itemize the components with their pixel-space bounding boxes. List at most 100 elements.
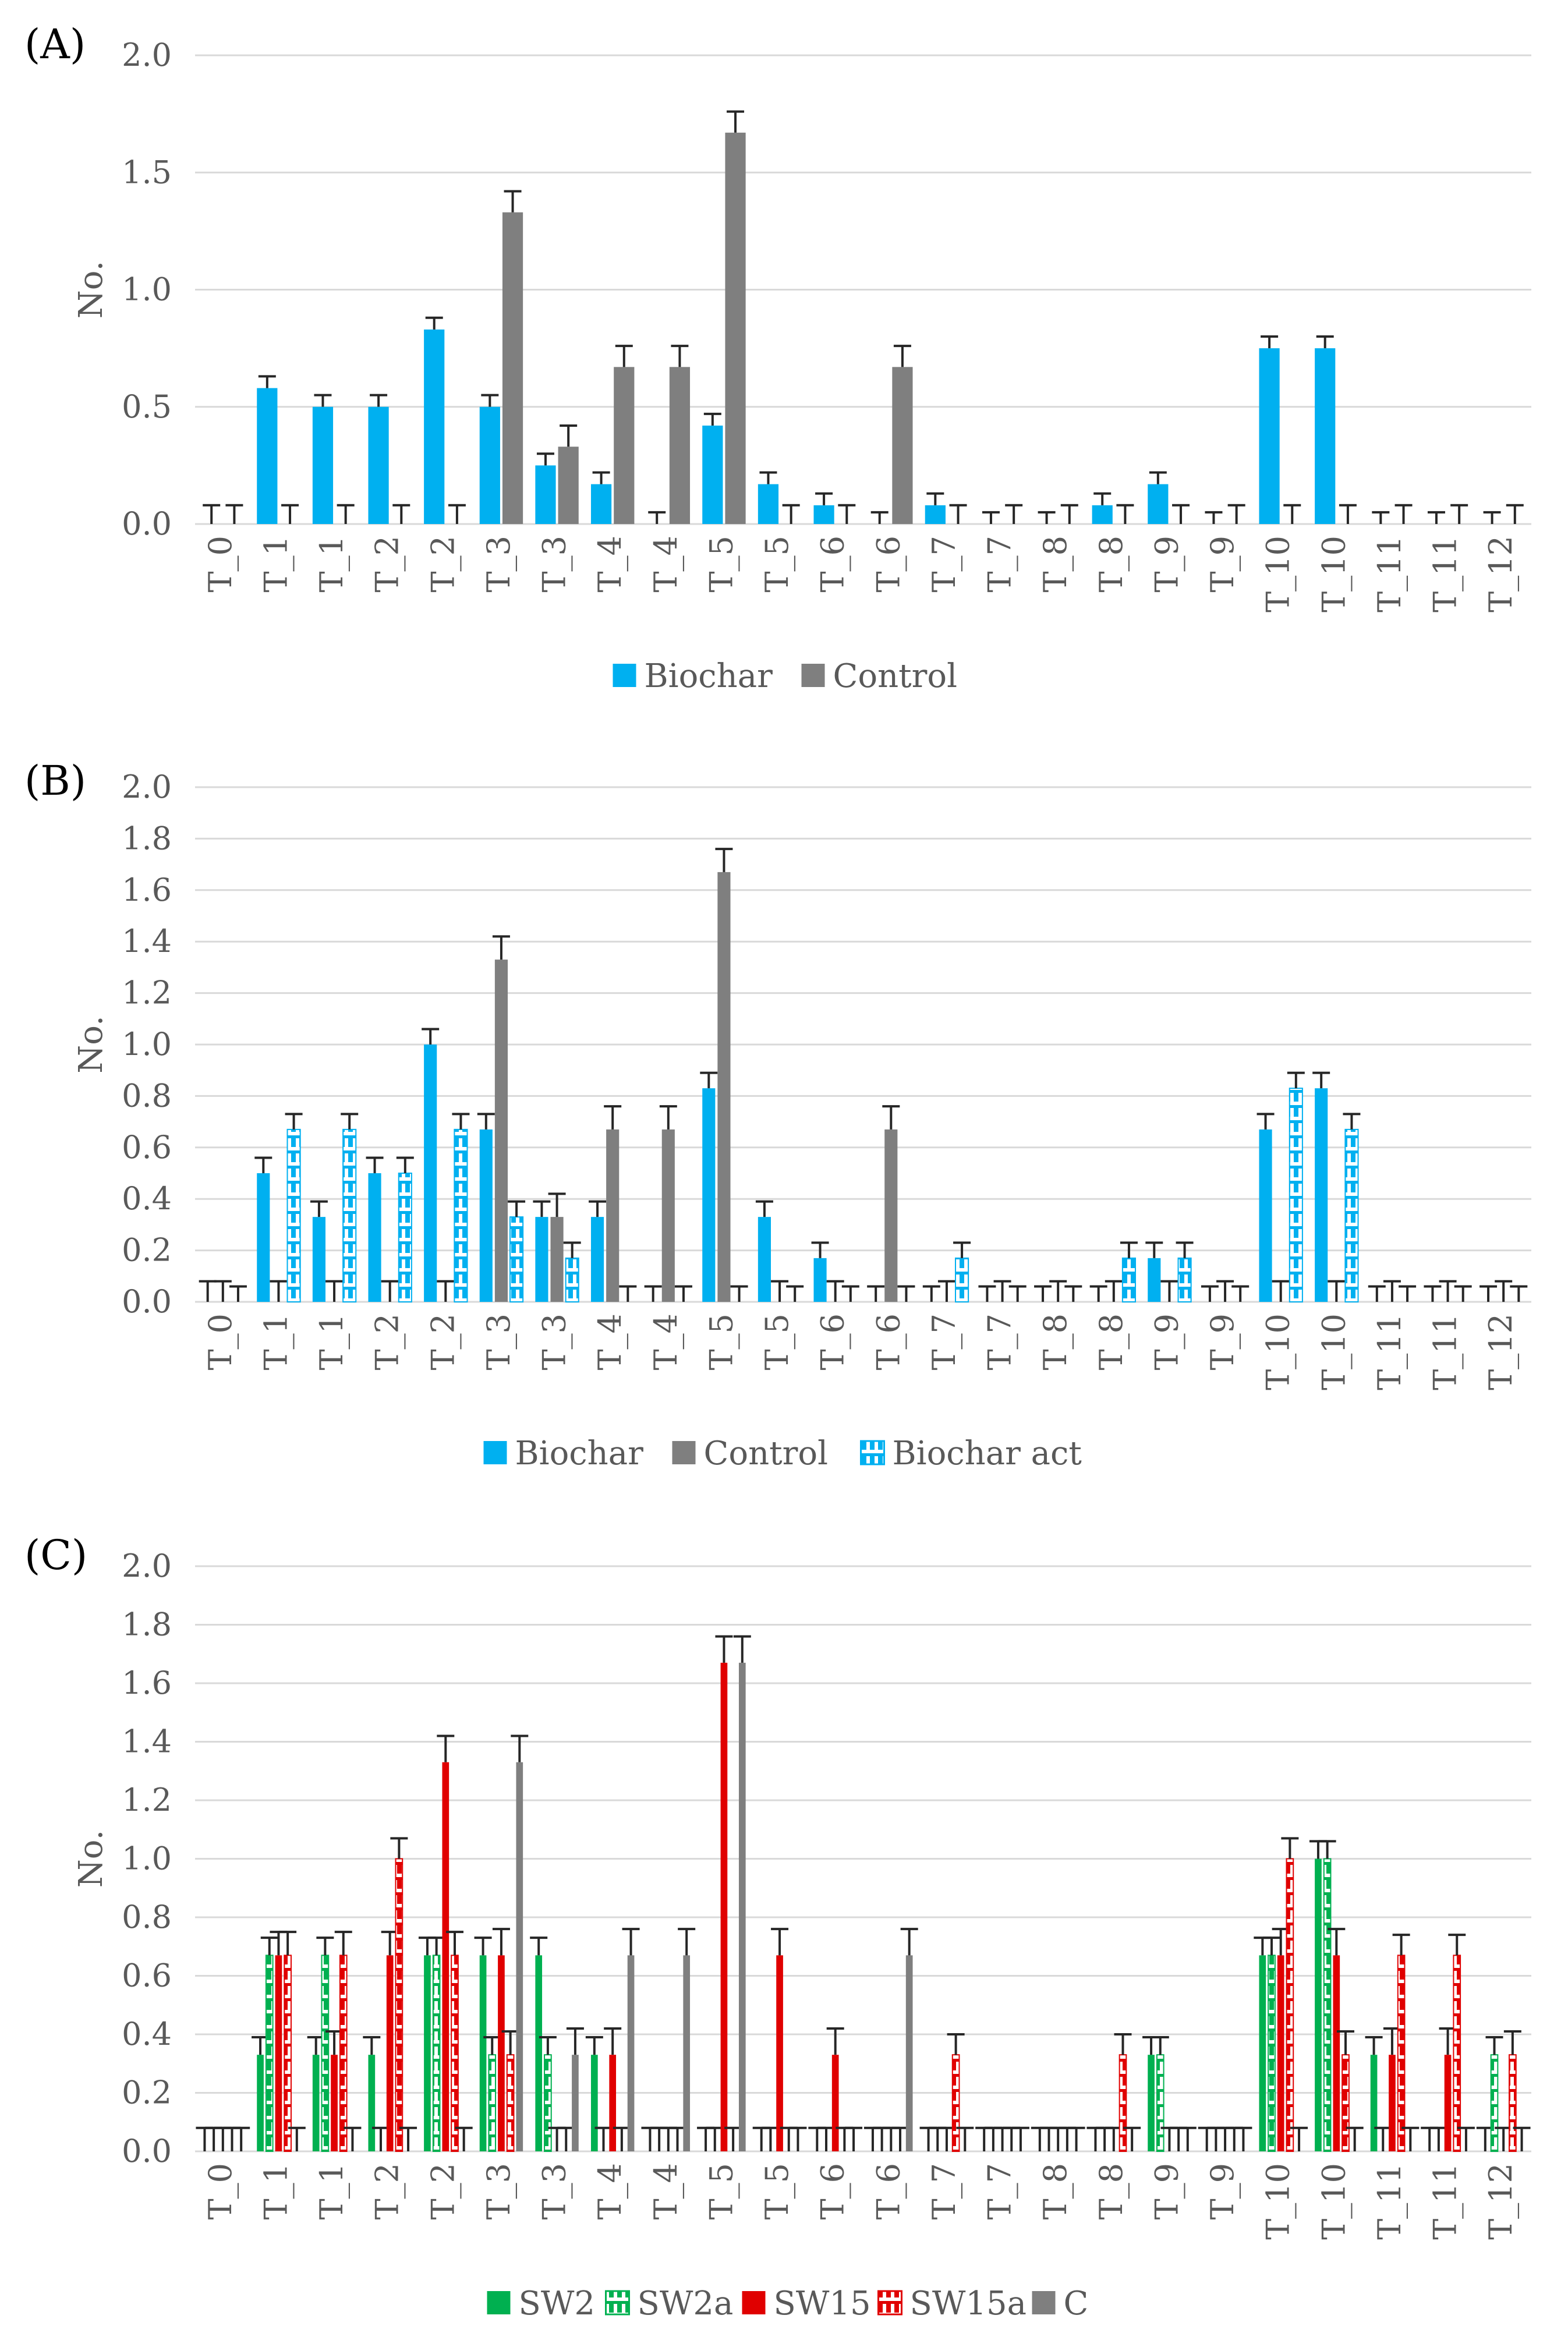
y-tick-label: 1.2 <box>122 975 172 1011</box>
x-tick-label: T_10 <box>1315 2163 1352 2240</box>
x-tick-label: T_11 <box>1371 2163 1408 2240</box>
error-bar <box>325 1280 344 1302</box>
bar-sw2a-t-10 <box>1323 1858 1332 2152</box>
x-tick-label: T_9 <box>1148 536 1185 592</box>
bar-c-t-4 <box>683 1955 691 2151</box>
error-bar <box>1116 504 1134 524</box>
y-tick-label: 1.0 <box>122 271 172 308</box>
error-bar <box>316 1937 334 1956</box>
error-bar <box>1227 504 1245 524</box>
x-tick-label: T_10 <box>1315 536 1352 613</box>
bar-biochar-t-2 <box>424 329 445 524</box>
error-bar <box>1365 2036 1383 2055</box>
x-tick-label: T_8 <box>1093 1314 1130 1370</box>
error-bar <box>811 1241 829 1258</box>
y-tick-label: 0.2 <box>122 1232 172 1269</box>
bar-sw15-t-10 <box>1333 1955 1340 2151</box>
x-tick-label: T_3 <box>536 536 573 592</box>
error-bar <box>1225 2126 1243 2151</box>
error-bar <box>700 1071 718 1089</box>
legend-item-control: Control <box>801 657 958 695</box>
error-bar <box>826 1280 844 1302</box>
error-bar <box>752 2126 770 2151</box>
error-bar <box>425 316 443 330</box>
x-tick-label: T_5 <box>703 536 739 592</box>
bar-biochar-act-t-9 <box>1177 1257 1192 1303</box>
bar-biochar-t-3 <box>479 406 500 524</box>
error-bar <box>650 2126 668 2151</box>
x-tick-label: T_7 <box>982 2163 1018 2219</box>
x-tick-label: T_8 <box>1093 2163 1130 2219</box>
bar-sw15a-t-3 <box>506 2054 515 2153</box>
x-tick-label: T_10 <box>1260 1314 1297 1390</box>
error-bar <box>1485 2036 1503 2055</box>
bar-sw2a-t-10 <box>1268 1955 1276 2152</box>
error-bar <box>1309 1840 1327 1859</box>
x-tick-label: T_8 <box>1037 1314 1074 1370</box>
legend: SW2 SW2a SW15 SW15a C <box>487 2285 1088 2323</box>
bar-biochar-act-t-1 <box>342 1128 357 1302</box>
error-bar <box>1312 1071 1330 1089</box>
bar-c-t-3 <box>572 2055 579 2151</box>
bar-biochar-t-2 <box>424 1045 437 1302</box>
error-bar <box>730 1285 748 1302</box>
x-tick-label: T_9 <box>1148 2163 1185 2219</box>
error-bar <box>1254 1937 1272 1956</box>
error-bar <box>223 2126 241 2151</box>
legend-swatch <box>877 2290 902 2316</box>
error-bar <box>993 2126 1011 2151</box>
x-tick-label: T_7 <box>926 536 962 592</box>
error-bar <box>285 1113 303 1130</box>
bar-biochar-t-5 <box>702 425 723 524</box>
bar-c-t-4 <box>627 1955 635 2151</box>
y-tick-label: 2.0 <box>122 1548 172 1584</box>
error-bar <box>279 1931 297 1956</box>
error-bar <box>727 110 745 133</box>
error-bar <box>536 452 554 466</box>
legend-label: Control <box>833 657 958 695</box>
bar-sw15-t-1 <box>275 1955 282 2151</box>
legend-item-sw2: SW2 <box>487 2285 595 2323</box>
legend-item-biochar: Biochar <box>483 1435 643 1472</box>
legend-swatch <box>613 664 636 687</box>
error-bar <box>1372 511 1390 524</box>
x-tick-label: T_6 <box>815 1314 851 1370</box>
error-bar <box>1114 2033 1132 2055</box>
x-tick-label: T_6 <box>815 536 851 592</box>
error-bar <box>437 1280 455 1302</box>
bar-sw15a-t-2 <box>451 1955 459 2152</box>
bar-biochar-t-10 <box>1259 348 1280 524</box>
error-bar <box>982 511 1000 524</box>
error-bar <box>867 1285 885 1302</box>
x-tick-label: T_4 <box>647 2163 684 2219</box>
error-bar <box>445 1931 463 1956</box>
bar-sw15-t-2 <box>386 1955 394 2151</box>
error-bar <box>258 375 276 388</box>
error-bar <box>786 1285 804 1302</box>
x-tick-label: T_9 <box>1204 1314 1241 1370</box>
x-tick-label: T_9 <box>1204 2163 1241 2219</box>
x-tick-label: T_1 <box>257 536 294 592</box>
y-tick-label: 0.8 <box>122 1077 172 1114</box>
x-tick-label: T_5 <box>703 1314 739 1370</box>
bar-biochar-t-1 <box>257 1173 270 1302</box>
error-bar <box>678 1928 696 1956</box>
bar-sw2-t-11 <box>1370 2055 1378 2151</box>
error-bar <box>396 1156 414 1173</box>
error-bar <box>477 1113 495 1130</box>
error-bar <box>1207 2126 1225 2151</box>
error-bar <box>1178 2126 1197 2151</box>
error-bar <box>755 1200 773 1217</box>
error-bar <box>897 1285 915 1302</box>
bar-biochar-t-3 <box>535 465 556 524</box>
bar-control-t-3 <box>494 960 508 1302</box>
bar-sw15a-t-8 <box>1119 2054 1127 2153</box>
legend-swatch <box>801 664 825 687</box>
error-bar <box>585 2036 603 2055</box>
error-bar <box>984 2126 1002 2151</box>
panel-label: (B) <box>24 757 86 805</box>
y-tick-label: 0.0 <box>122 2133 172 2169</box>
legend-label: SW15a <box>910 2285 1027 2323</box>
error-bar <box>937 1280 955 1302</box>
bar-sw2a-t-2 <box>432 1955 441 2152</box>
